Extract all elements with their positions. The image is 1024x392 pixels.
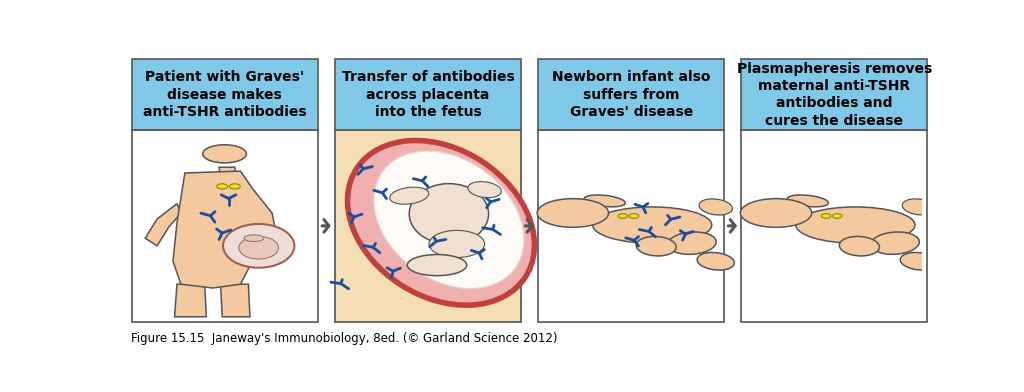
Text: Figure 15.15  Janeway's Immunobiology, 8ed. (© Garland Science 2012): Figure 15.15 Janeway's Immunobiology, 8e… <box>131 332 558 345</box>
Ellipse shape <box>410 183 488 244</box>
FancyBboxPatch shape <box>132 130 317 322</box>
Ellipse shape <box>840 236 880 256</box>
Ellipse shape <box>408 254 467 276</box>
FancyBboxPatch shape <box>539 59 724 130</box>
FancyBboxPatch shape <box>335 59 521 130</box>
Ellipse shape <box>229 184 241 189</box>
Ellipse shape <box>239 236 279 259</box>
Ellipse shape <box>429 230 484 258</box>
Text: Transfer of antibodies
across placenta
into the fetus: Transfer of antibodies across placenta i… <box>342 70 514 119</box>
Ellipse shape <box>699 199 732 215</box>
Text: Newborn infant also
suffers from
Graves' disease: Newborn infant also suffers from Graves'… <box>552 70 711 119</box>
FancyBboxPatch shape <box>539 130 724 322</box>
Polygon shape <box>219 167 237 179</box>
Ellipse shape <box>468 181 502 198</box>
Ellipse shape <box>629 214 639 218</box>
Ellipse shape <box>538 199 608 227</box>
Ellipse shape <box>618 214 628 218</box>
Ellipse shape <box>636 236 676 256</box>
Ellipse shape <box>390 187 429 204</box>
Polygon shape <box>174 284 206 317</box>
Polygon shape <box>220 284 250 317</box>
Ellipse shape <box>870 232 920 254</box>
Ellipse shape <box>900 252 938 270</box>
FancyBboxPatch shape <box>132 59 317 130</box>
Ellipse shape <box>902 199 936 215</box>
Ellipse shape <box>217 184 227 189</box>
Text: Patient with Graves'
disease makes
anti-TSHR antibodies: Patient with Graves' disease makes anti-… <box>143 70 306 119</box>
Ellipse shape <box>223 224 295 268</box>
Ellipse shape <box>740 199 812 227</box>
Ellipse shape <box>593 207 712 243</box>
Ellipse shape <box>347 140 535 305</box>
Ellipse shape <box>821 214 830 218</box>
Ellipse shape <box>584 195 626 207</box>
Ellipse shape <box>203 145 247 163</box>
FancyBboxPatch shape <box>741 59 927 130</box>
FancyBboxPatch shape <box>335 130 521 322</box>
Ellipse shape <box>244 235 264 241</box>
Text: Plasmapheresis removes
maternal anti-TSHR
antibodies and
cures the disease: Plasmapheresis removes maternal anti-TSH… <box>736 62 932 127</box>
Ellipse shape <box>833 214 842 218</box>
Polygon shape <box>173 171 276 288</box>
Ellipse shape <box>374 151 524 289</box>
Ellipse shape <box>697 252 734 270</box>
Ellipse shape <box>668 232 716 254</box>
Polygon shape <box>145 204 181 246</box>
FancyBboxPatch shape <box>741 130 927 322</box>
Ellipse shape <box>787 195 828 207</box>
Ellipse shape <box>796 207 914 243</box>
